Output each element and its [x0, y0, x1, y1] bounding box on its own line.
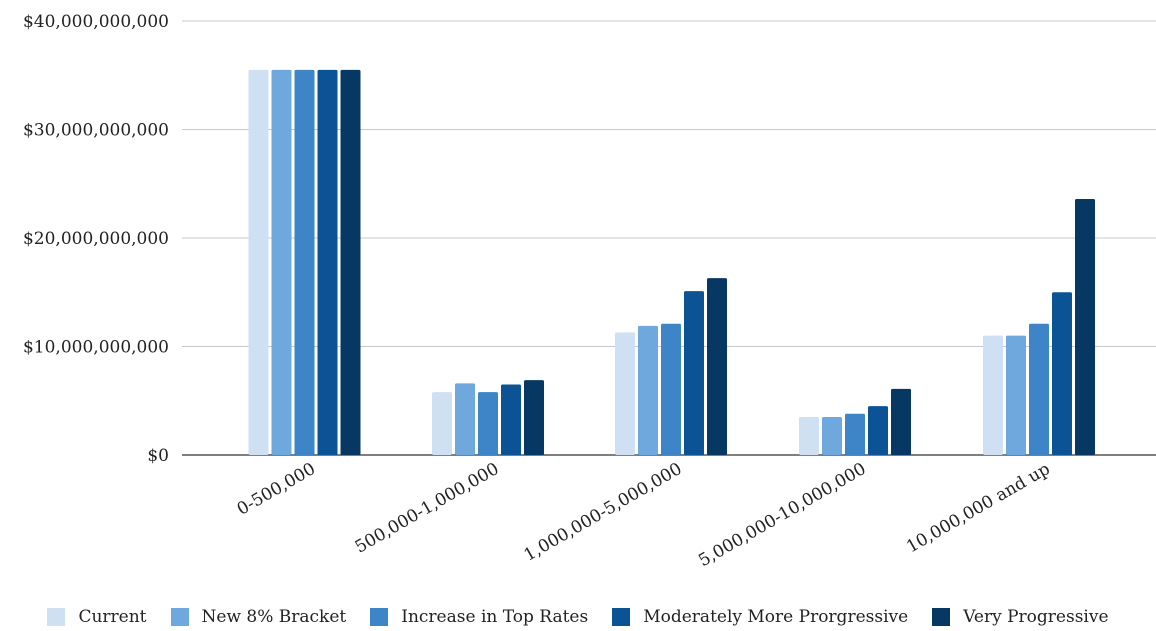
bar [432, 392, 452, 455]
bar [501, 384, 521, 455]
y-tick-label: $20,000,000,000 [23, 229, 169, 249]
legend-label: Moderately More Prorgressive [643, 607, 909, 627]
bar [294, 69, 315, 455]
y-tick-label: $10,000,000,000 [23, 338, 169, 358]
x-tick-label: 500,000-1,000,000 [352, 459, 503, 558]
x-tick-label: 5,000,000-10,000,000 [695, 459, 869, 571]
bar [1006, 335, 1026, 455]
y-tick-label: $40,000,000,000 [23, 12, 169, 32]
bar [455, 383, 475, 455]
legend-item: Very Progressive [932, 607, 1109, 627]
legend-label: New 8% Bracket [201, 607, 347, 627]
bar [248, 69, 269, 455]
legend-item: Current [47, 607, 147, 627]
legend-swatch [932, 608, 951, 626]
legend-item: New 8% Bracket [170, 607, 347, 627]
bar [684, 291, 704, 455]
bar [1075, 198, 1095, 455]
bar [478, 392, 498, 455]
bar [891, 388, 911, 455]
legend-item: Moderately More Prorgressive [612, 607, 908, 627]
bar [799, 417, 819, 455]
bar-chart: $0 $10,000,000,000 $20,000,000,000 $30,000,… [23, 12, 1156, 571]
bar [271, 69, 292, 455]
bar [845, 413, 865, 455]
legend-item: Increase in Top Rates [370, 607, 588, 627]
x-tick-label: 1,000,000-5,000,000 [521, 459, 686, 566]
bar [638, 325, 658, 455]
legend-swatch [47, 608, 66, 626]
bar [868, 406, 888, 455]
legend-label: Current [78, 607, 147, 627]
legend-swatch [370, 608, 389, 626]
y-tick-label: $30,000,000,000 [23, 121, 169, 141]
bar [317, 69, 338, 455]
legend-label: Increase in Top Rates [401, 607, 589, 627]
legend-swatch [170, 608, 189, 626]
bar [661, 323, 681, 455]
x-tick-label: 10,000,000 and up [903, 459, 1053, 557]
bar [1052, 292, 1072, 455]
x-tick-label: 0-500,000 [234, 459, 319, 520]
legend-label: Very Progressive [963, 607, 1109, 627]
bar [524, 380, 544, 455]
bar [340, 69, 361, 455]
bar [707, 278, 727, 455]
bar [983, 335, 1003, 455]
legend: Current New 8% Bracket Increase in Top Rat… [0, 603, 1156, 631]
y-tick-label: $0 [147, 446, 169, 466]
bar [1029, 323, 1049, 455]
bar [822, 417, 842, 455]
legend-swatch [612, 608, 631, 626]
bar [615, 332, 635, 455]
